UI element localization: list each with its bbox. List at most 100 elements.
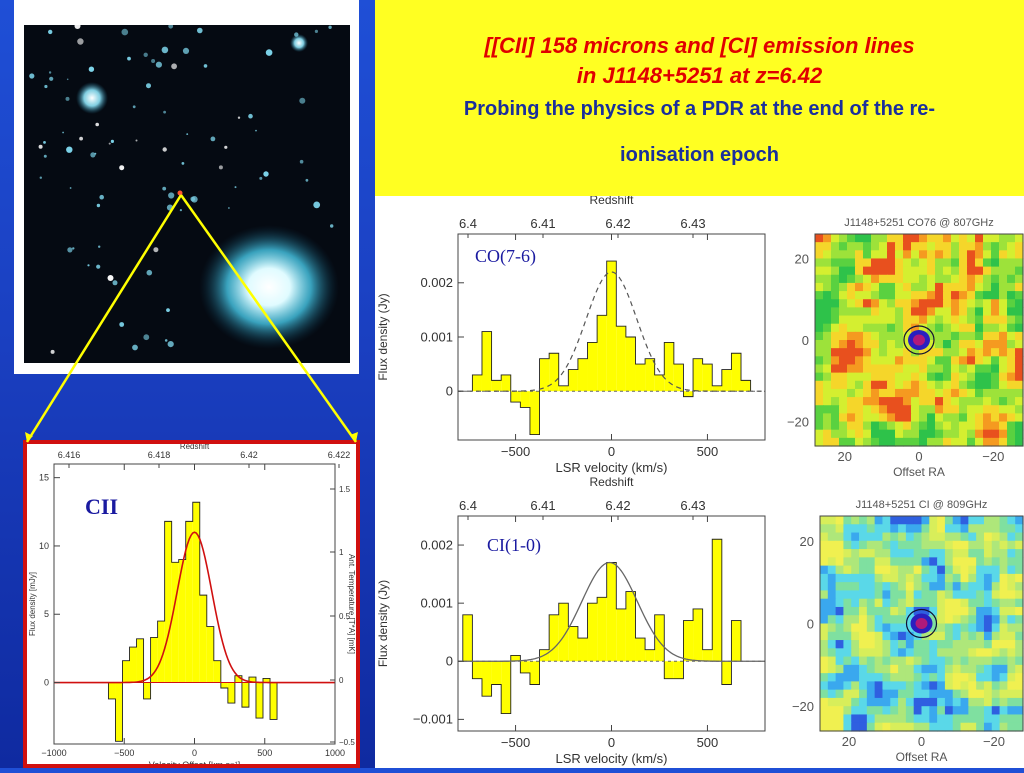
map-field <box>815 234 1024 447</box>
map-cell <box>831 413 840 423</box>
map-cell <box>823 340 832 349</box>
map-cell <box>1007 364 1016 374</box>
map-cell <box>871 348 880 357</box>
map-cell <box>999 714 1008 724</box>
field-star <box>265 49 273 56</box>
map-cell <box>847 315 856 325</box>
map-cell <box>951 307 960 317</box>
map-cell <box>929 532 938 542</box>
map-cell <box>960 598 969 608</box>
map-cell <box>1015 689 1024 699</box>
map-cell <box>919 234 928 243</box>
map-cell <box>839 429 848 439</box>
map-cell <box>905 656 915 666</box>
field-star <box>168 192 175 199</box>
map-cell <box>820 516 829 525</box>
spectrum-bar <box>255 682 263 719</box>
map-cell <box>927 372 936 382</box>
redshift-tick-label: 6.42 <box>240 450 258 460</box>
map-cell <box>831 356 840 366</box>
map-cell <box>820 648 829 658</box>
map-cell <box>935 234 944 243</box>
map-cell <box>927 242 936 251</box>
map-cell <box>898 714 907 724</box>
field-star <box>186 133 189 135</box>
field-star <box>99 194 104 200</box>
field-star <box>87 264 90 267</box>
map-title: J1148+5251 CO76 @ 807GHz <box>844 217 993 229</box>
map-cell <box>944 573 954 583</box>
map-cell <box>968 706 977 716</box>
map-cell <box>871 234 880 243</box>
map-cell <box>959 274 968 284</box>
map-cell <box>991 656 1001 666</box>
map-cell <box>859 656 868 666</box>
map-cell <box>823 397 832 406</box>
map-cell <box>835 689 845 699</box>
map-cell <box>976 615 985 625</box>
map-cell <box>983 323 992 333</box>
map-cell <box>999 299 1008 308</box>
map-cell <box>983 615 993 625</box>
map-cell <box>898 673 907 682</box>
map-cell <box>843 706 852 716</box>
field-star <box>182 47 190 54</box>
map-cell <box>815 274 824 284</box>
map-cell <box>967 380 976 390</box>
map-cell <box>823 323 832 333</box>
spectrum-bar <box>472 374 482 392</box>
map-cell <box>815 405 824 414</box>
map-cell <box>898 656 907 666</box>
map-cell <box>951 242 960 251</box>
map-cell <box>874 640 884 649</box>
map-cell <box>879 266 888 276</box>
map-cell <box>874 582 884 592</box>
map-cell <box>855 348 864 357</box>
map-cell <box>929 648 938 658</box>
map-cell <box>839 331 848 341</box>
map-cell <box>927 282 936 292</box>
spectrum-bar <box>227 682 235 704</box>
map-cell <box>1007 323 1016 333</box>
map-cell <box>905 640 915 649</box>
map-cell <box>951 315 960 325</box>
map-cell <box>913 631 923 641</box>
spectrum-bar <box>520 391 530 408</box>
map-cell <box>1007 549 1016 558</box>
map-cell <box>835 623 845 633</box>
map-cell <box>999 250 1008 260</box>
field-star <box>96 264 101 269</box>
spectrum-bar <box>501 374 511 392</box>
map-cell <box>820 681 829 691</box>
map-cell <box>913 557 923 567</box>
map-y-tick-label: 20 <box>795 251 809 266</box>
map-cell <box>827 640 837 649</box>
map-cell <box>831 258 840 268</box>
map-cell <box>911 421 920 431</box>
map-cell <box>815 356 824 366</box>
map-cell <box>871 250 880 260</box>
map-cell <box>823 299 832 308</box>
map-cell <box>937 615 946 625</box>
x-tick-label: 0 <box>608 735 615 750</box>
map-cell <box>898 557 907 567</box>
map-cell <box>843 573 852 583</box>
spectrum-bar <box>558 385 569 392</box>
map-cell <box>1007 282 1016 292</box>
map-cell <box>1015 615 1024 625</box>
map-cell <box>831 282 840 292</box>
map-cell <box>827 532 837 542</box>
map-cell <box>898 664 907 674</box>
map-cell <box>999 315 1008 325</box>
map-cell <box>976 697 985 707</box>
map-cell <box>827 615 837 625</box>
map-cell <box>983 340 992 349</box>
map-cell <box>863 307 872 317</box>
map-cell <box>927 413 936 423</box>
map-cell <box>1015 656 1024 666</box>
map-cell <box>855 413 864 423</box>
x-tick-label: 500 <box>697 444 719 459</box>
map-cell <box>999 380 1008 390</box>
map-cell <box>863 397 872 406</box>
map-cell <box>927 388 936 398</box>
